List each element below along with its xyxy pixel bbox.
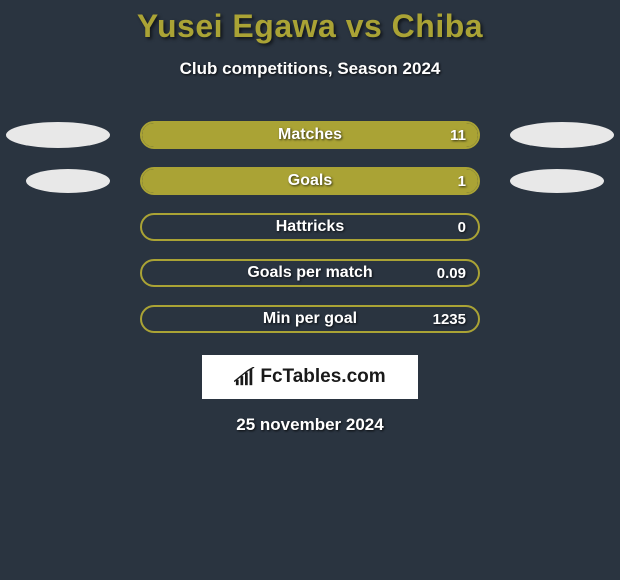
left-spacer xyxy=(6,214,110,240)
left-spacer xyxy=(6,306,110,332)
bar-value: 11 xyxy=(450,123,466,147)
bar-label: Min per goal xyxy=(142,307,478,331)
bar-value: 1 xyxy=(458,169,466,193)
right-spacer xyxy=(510,260,614,286)
stat-bar-min-per-goal: Min per goal 1235 xyxy=(140,305,480,333)
bar-label: Matches xyxy=(142,123,478,147)
stat-bar-hattricks: Hattricks 0 xyxy=(140,213,480,241)
page-title: Yusei Egawa vs Chiba xyxy=(0,8,620,45)
stat-bar-goals: Goals 1 xyxy=(140,167,480,195)
right-spacer xyxy=(510,214,614,240)
bar-value: 1235 xyxy=(433,307,466,331)
stat-row: Goals per match 0.09 xyxy=(0,259,620,287)
container: Yusei Egawa vs Chiba Club competitions, … xyxy=(0,0,620,435)
logo-text: FcTables.com xyxy=(260,366,385,388)
right-badge xyxy=(510,122,614,148)
page-subtitle: Club competitions, Season 2024 xyxy=(0,59,620,79)
footer-date: 25 november 2024 xyxy=(0,415,620,435)
stat-bar-goals-per-match: Goals per match 0.09 xyxy=(140,259,480,287)
stat-row: Goals 1 xyxy=(0,167,620,195)
logo-box: FcTables.com xyxy=(202,355,418,399)
left-badge xyxy=(26,169,110,193)
stat-row: Matches 11 xyxy=(0,121,620,149)
left-badge xyxy=(6,122,110,148)
bar-label: Goals xyxy=(142,169,478,193)
right-spacer xyxy=(510,306,614,332)
stat-bar-matches: Matches 11 xyxy=(140,121,480,149)
stat-row: Min per goal 1235 xyxy=(0,305,620,333)
stat-rows: Matches 11 Goals 1 Hattricks 0 xyxy=(0,121,620,333)
bar-label: Goals per match xyxy=(142,261,478,285)
right-badge xyxy=(510,169,604,193)
bar-label: Hattricks xyxy=(142,215,478,239)
bar-value: 0.09 xyxy=(437,261,466,285)
bar-value: 0 xyxy=(458,215,466,239)
chart-icon xyxy=(234,367,256,387)
left-spacer xyxy=(6,260,110,286)
stat-row: Hattricks 0 xyxy=(0,213,620,241)
